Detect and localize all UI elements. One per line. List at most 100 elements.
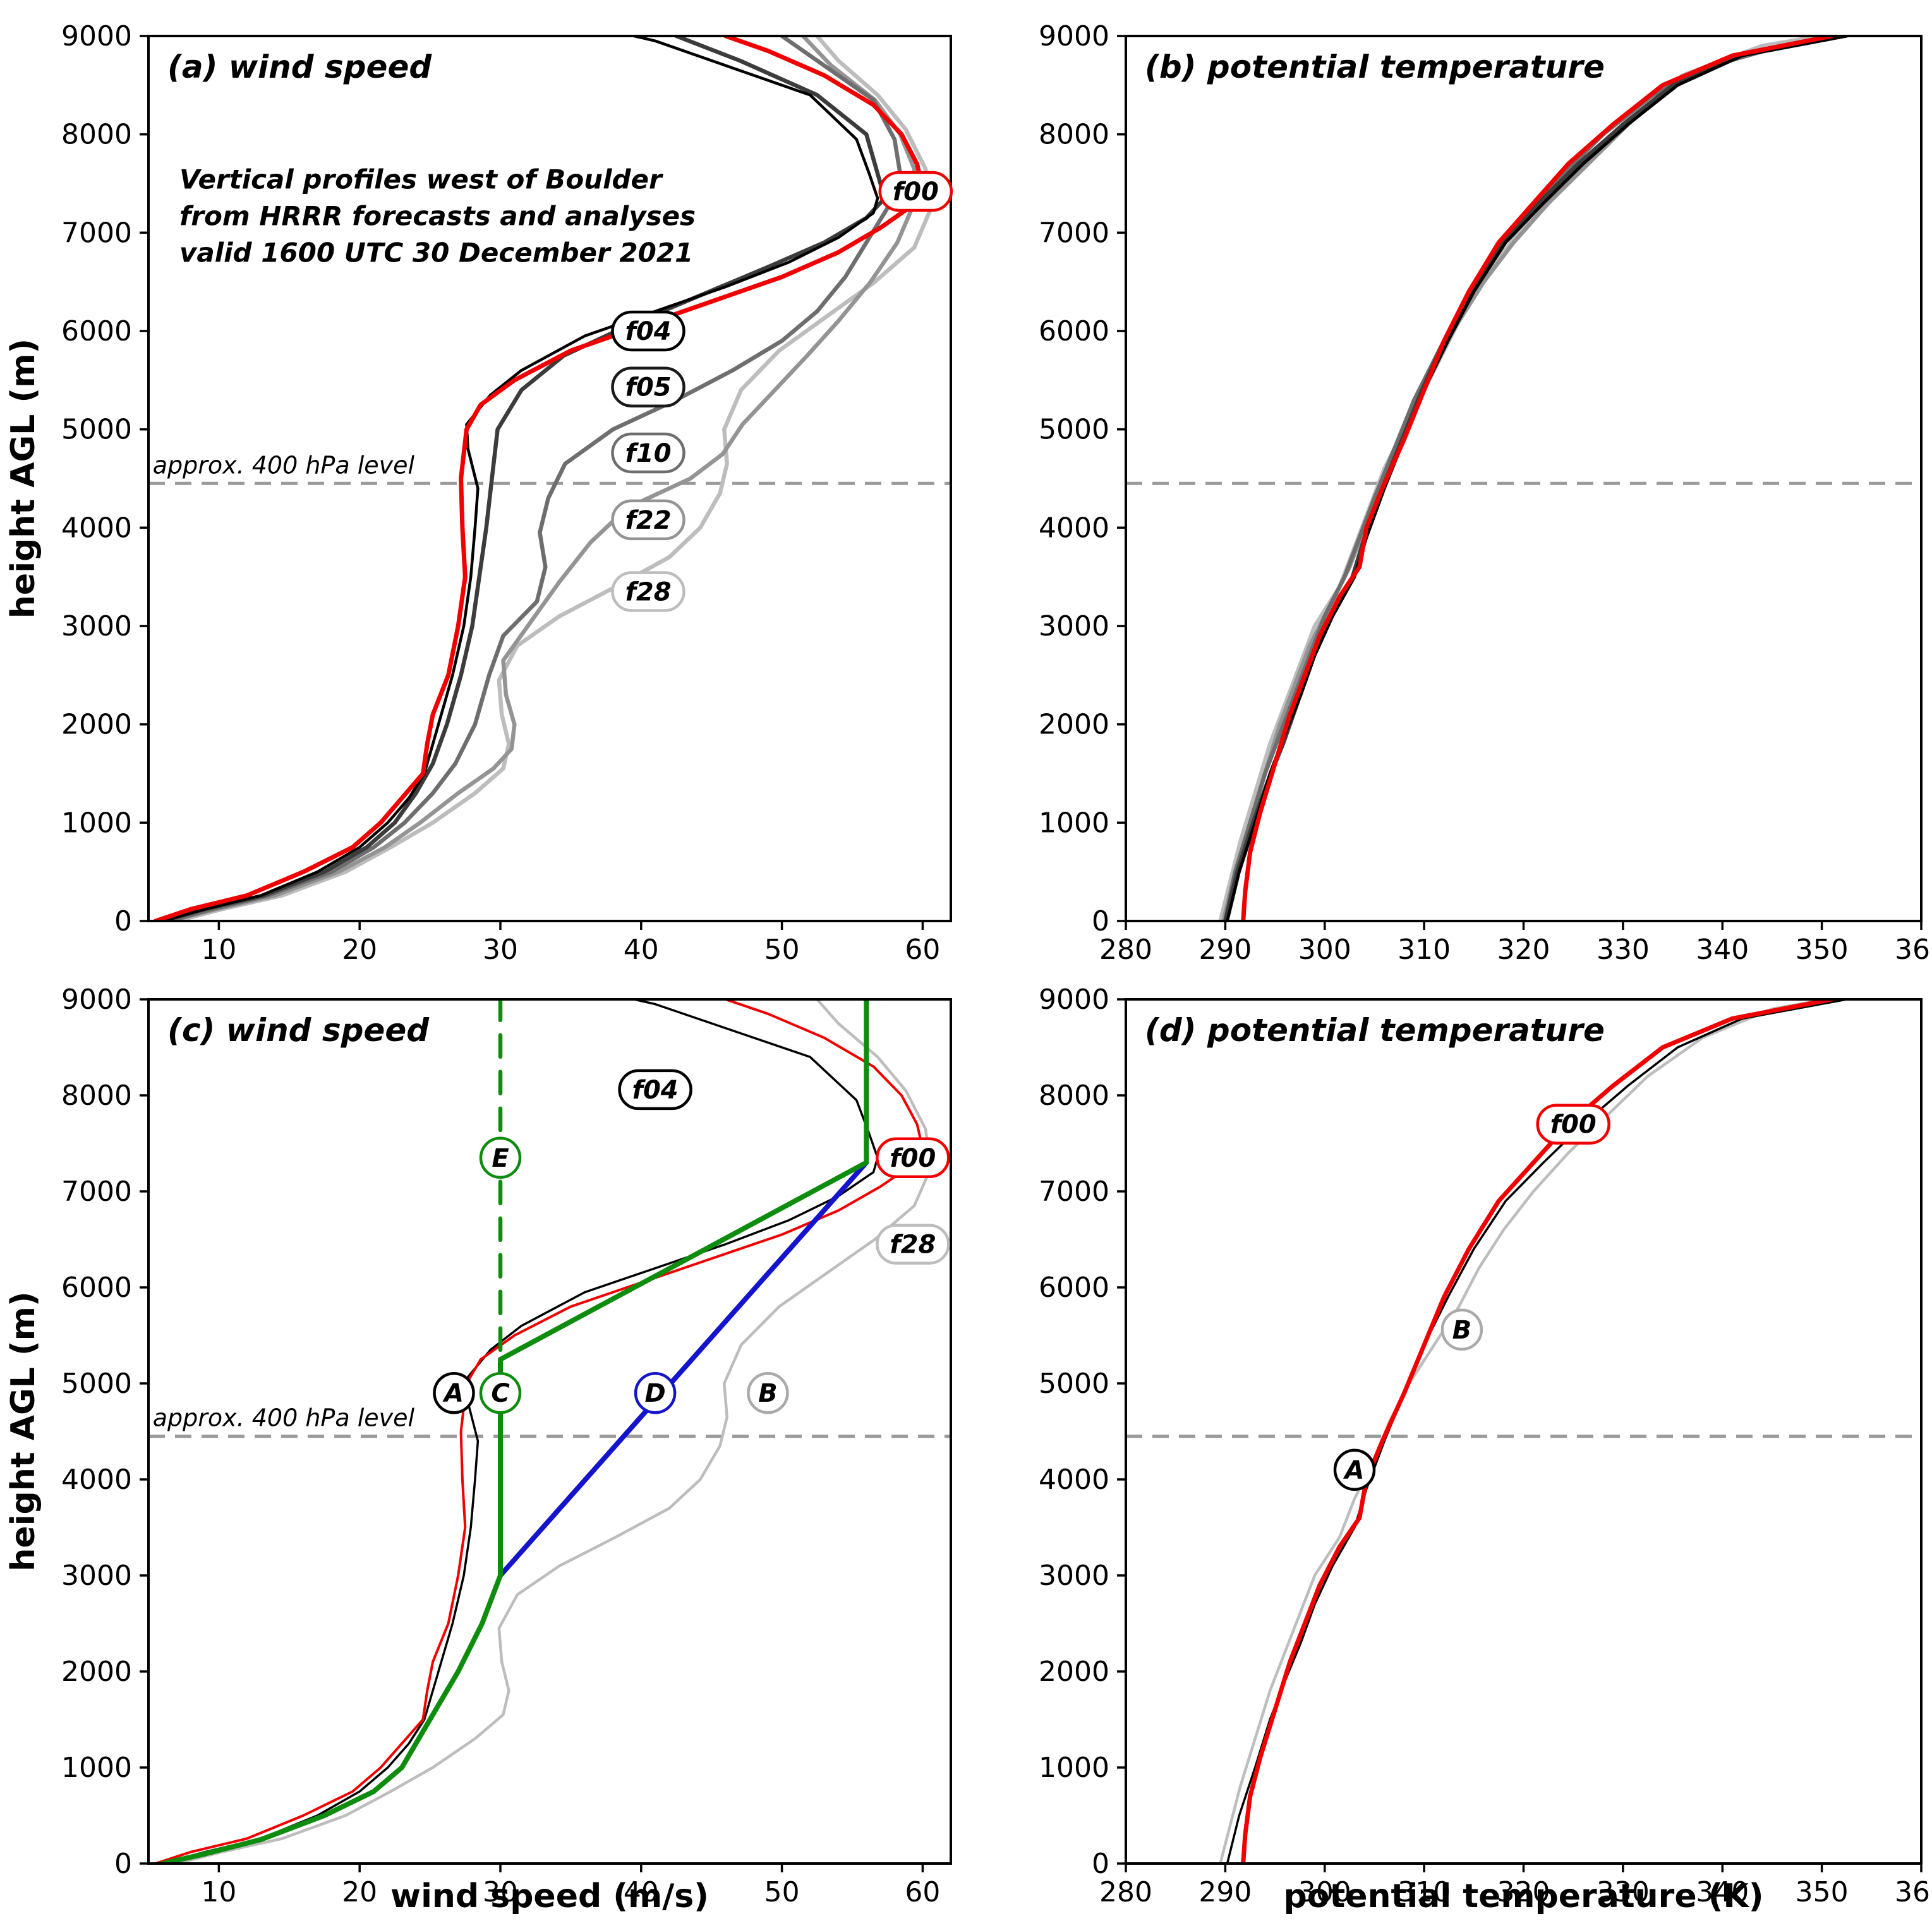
y-tick-label: 4000 [61,1464,132,1496]
x-tick-label: 310 [1398,934,1451,960]
y-tick-label: 6000 [61,1272,132,1304]
annotation-line: from HRRR forecasts and analyses [179,200,696,231]
y-tick-label: 3000 [1039,610,1109,642]
y-tick-label: 8000 [1039,1080,1109,1112]
series-profile-D [498,1160,869,1578]
series-f04 [1226,36,1849,921]
x-tick-label: 30 [483,934,518,960]
y-tick-label: 6000 [1039,315,1109,347]
y-tick-label: 1000 [61,807,132,839]
ref-400hpa-label: approx. 400 hPa level [153,451,415,479]
panel-a-wind-speed-chart: approx. 400 hPa level 10 20 30 40 50 60 0 1000 20… [4,20,953,960]
label-text-f05: f05 [625,373,671,402]
y-tick-label: 8000 [61,119,132,151]
series-label-f28 [611,571,685,612]
ref-400hpa-label: approx. 400 hPa level [153,1404,415,1432]
y-tick-label: 3000 [1039,1560,1109,1592]
x-tick-label: 40 [624,934,659,960]
axes-frame [147,35,952,922]
series-f00 [153,36,925,921]
axes-frame [1125,35,1923,922]
y-tick-label: 0 [114,1848,132,1880]
x-tick-label: 60 [905,934,940,960]
panel-b-potential-temperature-chart: 280 290 300 310 320 330 340 350 360 0 1000 2000 3000… [1039,20,1932,960]
x-tick-label: 350 [1796,1876,1849,1908]
label-text-C: C [491,1379,509,1408]
x-tick-label: 280 [1099,934,1152,960]
y-tick-label: 7000 [1039,1176,1109,1208]
series-f28 [1219,999,1828,1864]
x-tick-label: 290 [1198,1876,1252,1908]
series-label-f04 [618,1069,692,1111]
profile-label-A [1333,1448,1376,1491]
axes-frame [1125,998,1923,1865]
panel-title: (a) wind speed [167,49,432,85]
y-tick-label: 9000 [1039,984,1109,1016]
label-text-f00: f00 [1550,1111,1597,1140]
series-f05 [1223,36,1844,921]
x-tick-label: 40 [624,1876,659,1908]
y-tick-label: 6000 [61,315,132,347]
annotation-line: Vertical profiles west of Boulder [179,164,663,195]
y-tick-label: 4000 [1039,512,1109,544]
x-tick-label: 310 [1398,1876,1451,1908]
x-tick-label: 280 [1099,1876,1152,1908]
profile-label-B [1440,1308,1483,1351]
y-tick-label: 2000 [1039,1656,1109,1688]
series-label-f00 [876,1137,950,1179]
series-f00 [1241,36,1834,921]
y-tick-label: 9000 [1039,20,1109,52]
y-tick-label: 9000 [61,984,132,1016]
x-tick-label: 330 [1597,1876,1650,1908]
y-axis-label: height AGL (m) [4,1291,42,1571]
y-tick-label: 7000 [1039,217,1109,249]
y-tick-label: 5000 [61,414,132,446]
y-tick-label: 6000 [1039,1272,1109,1304]
y-tick-label: 1000 [1039,1752,1109,1784]
series-label-f22 [611,499,685,541]
y-tick-label: 8000 [61,1080,132,1112]
x-tick-label: 50 [764,934,800,960]
label-text-f22: f22 [625,506,671,535]
series-label-f10 [611,432,685,474]
series-f22 [1221,36,1834,921]
label-text-f28: f28 [890,1231,936,1260]
x-tick-label: 300 [1298,1876,1351,1908]
series-f04 [161,36,879,921]
label-text-f28: f28 [625,578,671,607]
label-text-f00: f00 [890,1144,936,1173]
label-text-f04: f04 [632,1076,679,1105]
x-axis-label: wind speed (m/s) [390,1877,709,1915]
y-tick-label: 9000 [61,20,132,52]
annotation-line: valid 1600 UTC 30 December 2021 [179,237,693,268]
label-text-A: A [1343,1456,1365,1485]
series-label-f05 [611,366,685,407]
y-tick-label: 1000 [1039,807,1109,839]
x-tick-label: 60 [905,1876,940,1908]
x-tick-label: 300 [1298,934,1351,960]
x-tick-label: 290 [1198,934,1252,960]
series-label-f28 [876,1224,950,1265]
y-tick-label: 4000 [1039,1464,1109,1496]
y-tick-label: 0 [1092,905,1109,937]
y-tick-label: 2000 [1039,709,1109,741]
label-text-E: E [492,1144,509,1173]
panel-title: (c) wind speed [167,1012,430,1049]
y-tick-label: 3000 [61,610,132,642]
x-tick-label: 320 [1497,1876,1550,1908]
x-tick-label: 20 [342,934,377,960]
panel-d-potential-temperature-chart: 280 290 300 310 320 330 340 350 360 0 1000 2000 3000… [1039,984,1932,1915]
y-tick-label: 2000 [61,709,132,741]
profile-label-B [747,1371,789,1414]
series-f28 [1218,36,1824,921]
x-axis-label: potential temperature (K) [1283,1877,1763,1915]
y-tick-label: 0 [1092,1848,1109,1880]
profile-label-E [479,1136,522,1179]
y-tick-label: 5000 [1039,1368,1109,1400]
series-label-f00 [878,171,953,212]
label-text-B: B [758,1379,778,1408]
panel-title: (b) potential temperature [1145,49,1605,85]
profile-label-D [634,1371,677,1414]
y-tick-label: 7000 [61,217,132,249]
